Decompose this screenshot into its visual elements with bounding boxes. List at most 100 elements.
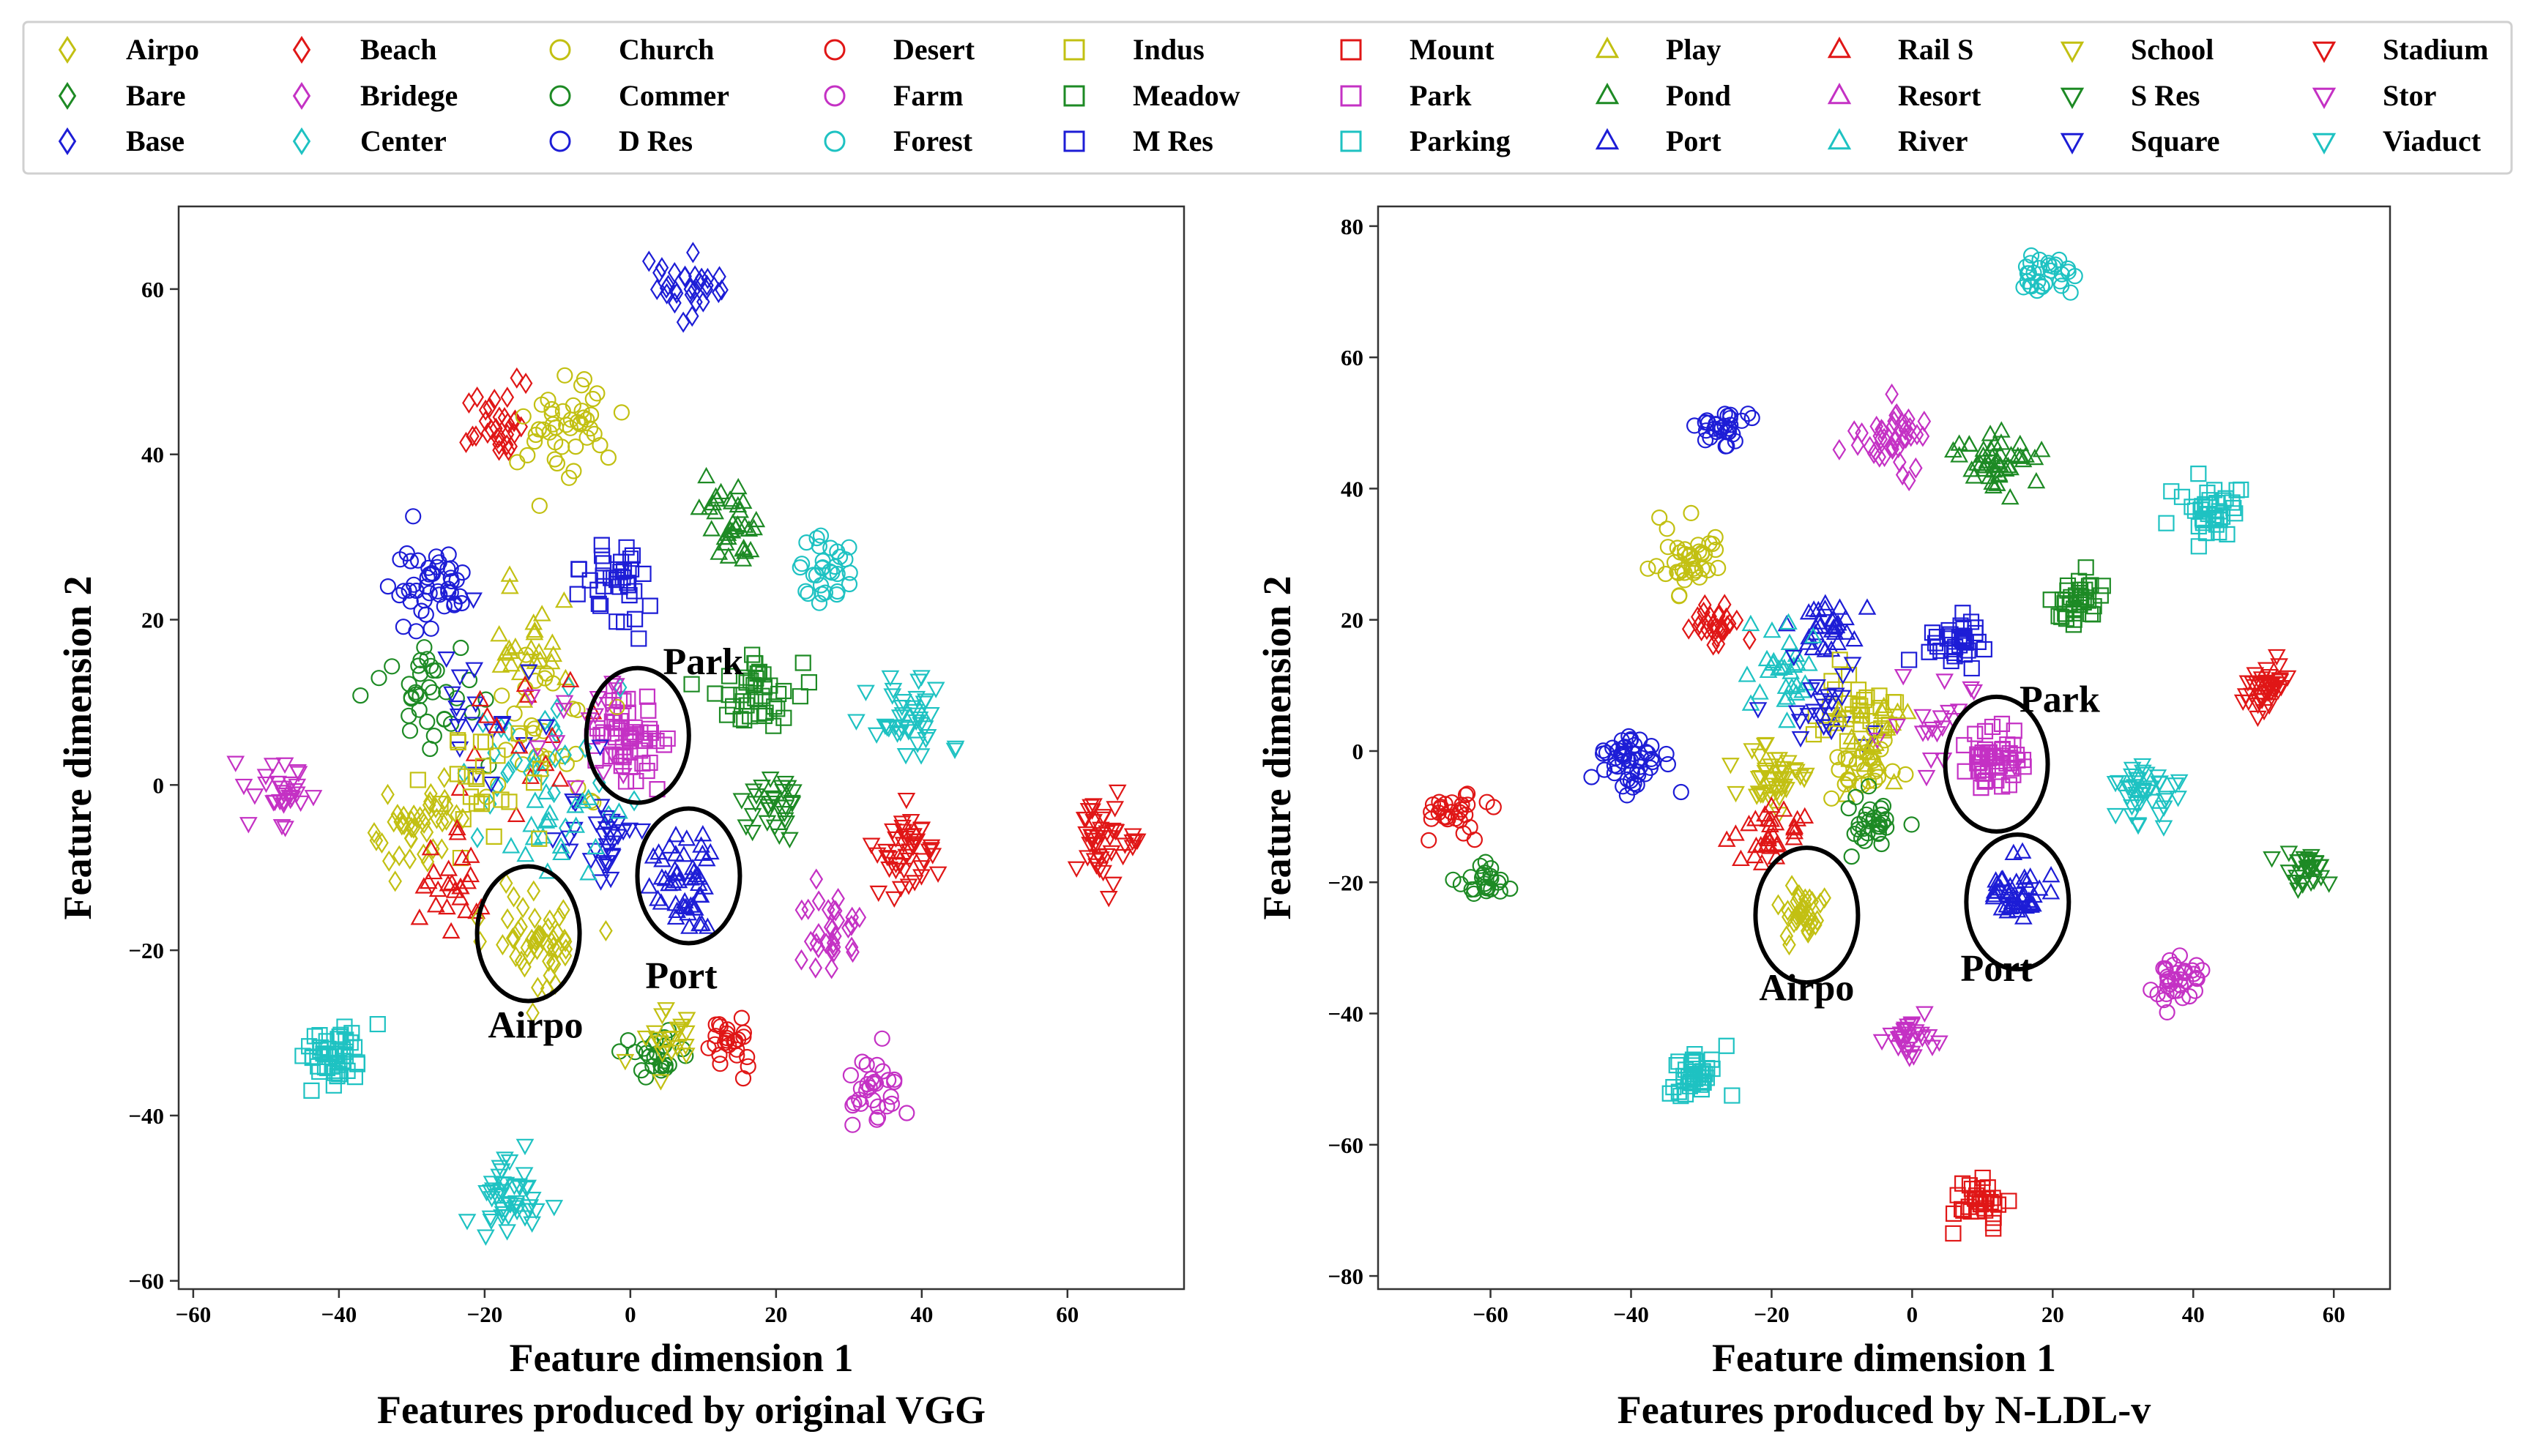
data-point-parking bbox=[1675, 1067, 1692, 1084]
y-axis-label: Feature dimension 2 bbox=[56, 576, 100, 920]
data-point-bridege bbox=[1855, 422, 1869, 444]
x-tick-label: −60 bbox=[1473, 1302, 1508, 1327]
data-point-viaduct bbox=[876, 718, 895, 736]
data-point-s-res bbox=[743, 807, 762, 825]
annotation-label-airpo: Airpo bbox=[488, 1005, 584, 1047]
data-point-port bbox=[1984, 886, 2003, 903]
data-point-d-res bbox=[402, 553, 420, 570]
data-point-park bbox=[615, 692, 632, 709]
data-point-port bbox=[1816, 594, 1835, 611]
data-point-bridege bbox=[1895, 464, 1910, 486]
data-point-commer bbox=[1875, 797, 1892, 815]
data-point-port bbox=[2030, 879, 2049, 896]
data-point-stadium bbox=[887, 831, 905, 848]
data-point-play bbox=[1875, 696, 1894, 714]
data-point-viaduct bbox=[909, 707, 928, 724]
legend-label-church: Church bbox=[619, 33, 714, 66]
data-point-parking bbox=[2173, 488, 2191, 505]
data-point-parking bbox=[338, 1031, 354, 1048]
data-point-square bbox=[1834, 668, 1853, 685]
annotations: Park Port Airpo bbox=[1753, 679, 2100, 1009]
data-point-rail-s bbox=[426, 896, 445, 913]
data-point-viaduct bbox=[2170, 774, 2189, 791]
data-point-viaduct bbox=[891, 725, 910, 742]
data-point-airpo bbox=[542, 950, 556, 972]
data-point-farm bbox=[868, 1056, 885, 1074]
data-point-mount bbox=[1963, 1180, 1981, 1198]
legend-entry-resort: Resort bbox=[1827, 79, 1981, 112]
data-point-park bbox=[641, 754, 658, 772]
data-point-rail-s bbox=[536, 754, 555, 772]
data-point-commer bbox=[657, 1060, 674, 1077]
data-point-stadium bbox=[891, 881, 910, 897]
data-point-square bbox=[448, 719, 467, 736]
data-point-airpo bbox=[422, 794, 436, 816]
data-point-farm bbox=[842, 1067, 860, 1084]
data-point-forest bbox=[2030, 260, 2048, 277]
data-point-rail-s bbox=[465, 744, 484, 761]
data-point-center bbox=[627, 790, 641, 812]
data-point-viaduct bbox=[879, 721, 898, 738]
data-point-airpo bbox=[435, 811, 450, 833]
data-point-parking bbox=[1724, 1087, 1741, 1104]
data-point-stadium bbox=[1094, 865, 1112, 882]
data-point-airpo bbox=[499, 873, 513, 895]
data-point-d-res bbox=[1716, 406, 1733, 422]
data-point-square bbox=[1822, 707, 1841, 724]
data-point-pond bbox=[1974, 440, 1993, 457]
data-point-river bbox=[610, 802, 628, 819]
data-point-m-res bbox=[624, 547, 641, 564]
data-point-d-res bbox=[1672, 783, 1689, 801]
data-point-base bbox=[678, 265, 692, 287]
data-point-d-res bbox=[1721, 410, 1738, 427]
data-point-square bbox=[601, 826, 620, 843]
data-point-pond bbox=[1984, 456, 2003, 473]
data-point-forest bbox=[829, 583, 846, 600]
legend-label-parking: Parking bbox=[1410, 124, 1511, 157]
data-point-indus bbox=[450, 733, 466, 751]
legend-label-square: Square bbox=[2131, 124, 2220, 157]
data-point-beach bbox=[487, 389, 502, 411]
data-point-viaduct bbox=[888, 726, 907, 743]
data-point-beach bbox=[1717, 594, 1732, 616]
data-point-meadow bbox=[738, 669, 756, 686]
data-point-meadow bbox=[794, 654, 811, 671]
legend-label-rail-s: Rail S bbox=[1898, 33, 1973, 66]
data-point-port bbox=[1828, 633, 1847, 651]
data-point-bridege bbox=[1898, 419, 1913, 441]
data-point-stadium bbox=[2268, 683, 2288, 700]
data-point-school bbox=[677, 1039, 695, 1056]
data-point-stor bbox=[522, 689, 541, 706]
data-point-parking bbox=[2206, 482, 2223, 499]
data-point-desert bbox=[735, 1028, 752, 1045]
data-point-park bbox=[649, 781, 666, 798]
data-point-viaduct bbox=[2123, 799, 2141, 816]
data-point-commer bbox=[1903, 816, 1920, 833]
data-point-beach bbox=[500, 387, 515, 408]
data-point-airpo bbox=[507, 927, 521, 949]
data-point-d-res bbox=[1658, 745, 1675, 763]
data-point-river bbox=[502, 837, 521, 854]
data-point-viaduct bbox=[2106, 807, 2125, 825]
legend-label-farm: Farm bbox=[893, 79, 964, 112]
data-point-farm bbox=[879, 1098, 896, 1115]
data-point-d-res bbox=[1606, 757, 1623, 774]
data-point-parking bbox=[1718, 1037, 1735, 1054]
data-point-rail-s bbox=[1759, 810, 1778, 827]
data-point-airpo bbox=[500, 908, 515, 930]
data-point-viaduct bbox=[494, 1206, 513, 1223]
data-point-farm bbox=[869, 1098, 887, 1115]
data-point-river bbox=[552, 843, 570, 861]
legend-marker-play bbox=[1595, 36, 1620, 59]
data-point-mount bbox=[1969, 1203, 1986, 1220]
annotation-label-airpo: Airpo bbox=[1759, 968, 1854, 1009]
data-point-play bbox=[525, 621, 544, 638]
data-point-stor bbox=[1923, 1039, 1942, 1056]
data-point-viaduct bbox=[2151, 775, 2169, 792]
data-point-stadium bbox=[1078, 850, 1097, 867]
data-point-church bbox=[1866, 721, 1883, 738]
data-point-bridege bbox=[1903, 417, 1917, 438]
data-point-school bbox=[669, 1021, 688, 1038]
legend-marker-port bbox=[1595, 127, 1620, 150]
data-point-airpo bbox=[526, 1002, 540, 1024]
